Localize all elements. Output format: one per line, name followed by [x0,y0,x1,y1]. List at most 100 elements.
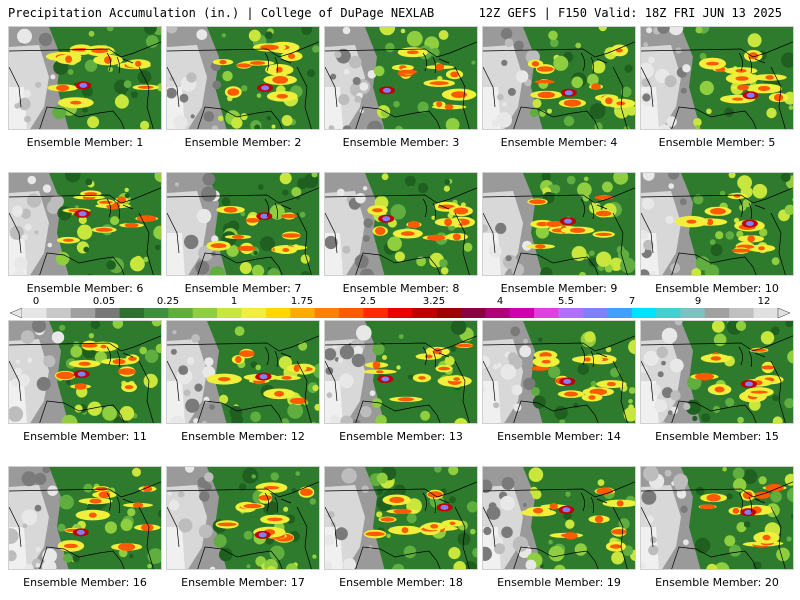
ensemble-map-panel [482,320,636,424]
colorbar-tick-label: 0.25 [156,296,180,307]
ensemble-member-label: Ensemble Member: 9 [500,282,618,295]
ensemble-member-label: Ensemble Member: 16 [23,576,147,589]
colorbar-tick-label: 4 [496,296,504,307]
ensemble-map-panel [324,320,478,424]
colorbar-swatch [290,308,315,318]
colorbar-swatch [119,308,145,318]
map-title: Precipitation Accumulation (in.) | Colle… [8,6,435,20]
colorbar-swatch [70,308,96,318]
precip-map [483,173,635,275]
ensemble-member-label: Ensemble Member: 15 [655,430,779,443]
precip-map [483,27,635,129]
ensemble-member-label: Ensemble Member: 17 [181,576,305,589]
ensemble-map-panel [640,172,794,276]
ensemble-map-panel [324,466,478,570]
colorbar-swatch [631,308,657,318]
colorbar-tick-label: 1 [230,296,238,307]
ensemble-map-panel [640,466,794,570]
colorbar-swatch [143,308,169,318]
precip-map [167,321,319,423]
ensemble-member-label: Ensemble Member: 5 [658,136,776,149]
colorbar-swatch [168,308,194,318]
ensemble-map-panel [166,320,320,424]
ensemble-map-panel [8,26,162,130]
colorbar-swatch [46,308,72,318]
ensemble-map-panel [324,26,478,130]
colorbar-swatch [339,308,364,318]
colorbar-swatch [265,308,291,318]
colorbar-tick-label: 3.25 [422,296,446,307]
ensemble-map-panel [482,26,636,130]
precip-map [641,321,793,423]
ensemble-map-panel [8,466,162,570]
precip-map [167,27,319,129]
colorbar-swatch [460,308,486,318]
ensemble-member-label: Ensemble Member: 3 [342,136,460,149]
colorbar-swatch [314,308,340,318]
colorbar-swatch [558,308,584,318]
ensemble-member-label: Ensemble Member: 18 [339,576,463,589]
colorbar-swatch [656,308,681,318]
ensemble-map-panel [8,320,162,424]
ensemble-member-label: Ensemble Member: 11 [23,430,147,443]
precip-map [325,173,477,275]
precip-map [483,467,635,569]
colorbar-swatch [436,308,462,318]
colorbar-tick-label: 2.5 [360,296,376,307]
ensemble-member-label: Ensemble Member: 4 [500,136,618,149]
colorbar-swatch [729,308,754,318]
precip-map [641,173,793,275]
colorbar-tick-label: 5.5 [558,296,574,307]
colorbar-swatch [217,308,242,318]
colorbar-swatch [704,308,730,318]
ensemble-map-panel [482,172,636,276]
colorbar-tick-label: 0 [32,296,40,307]
precip-map [9,27,161,129]
colorbar-swatch [680,308,706,318]
precip-colorbar [10,308,790,318]
colorbar-swatch [192,308,218,318]
ensemble-member-label: Ensemble Member: 6 [26,282,144,295]
colorbar-swatch [509,308,535,318]
colorbar-tick-label: 9 [694,296,702,307]
ensemble-map-panel [166,26,320,130]
ensemble-member-label: Ensemble Member: 19 [497,576,621,589]
ensemble-member-label: Ensemble Member: 14 [497,430,621,443]
ensemble-map-panel [324,172,478,276]
colorbar-swatch [582,308,608,318]
ensemble-member-label: Ensemble Member: 7 [184,282,302,295]
ensemble-member-label: Ensemble Member: 10 [655,282,779,295]
precip-map [167,173,319,275]
colorbar-swatch [607,308,632,318]
colorbar-tick-label: 1.75 [290,296,314,307]
precip-map [9,321,161,423]
precip-map [483,321,635,423]
precip-map [325,467,477,569]
ensemble-map-panel [640,320,794,424]
colorbar-swatch [241,308,267,318]
ensemble-map-panel [482,466,636,570]
colorbar-swatch [387,308,413,318]
colorbar-tick-label: 12 [757,296,771,307]
ensemble-member-label: Ensemble Member: 13 [339,430,463,443]
ensemble-member-label: Ensemble Member: 20 [655,576,779,589]
colorbar-swatch [363,308,389,318]
colorbar-tick-label: 7 [628,296,636,307]
colorbar-tick-label: 0.05 [92,296,116,307]
ensemble-map-panel [166,466,320,570]
precip-map [9,173,161,275]
ensemble-member-label: Ensemble Member: 1 [26,136,144,149]
colorbar-swatch [412,308,437,318]
colorbar-swatch [485,308,511,318]
ensemble-member-label: Ensemble Member: 8 [342,282,460,295]
ensemble-map-panel [640,26,794,130]
run-valid-time: 12Z GEFS | F150 Valid: 18Z FRI JUN 13 20… [478,6,782,20]
precip-map [325,321,477,423]
colorbar-swatch [95,308,120,318]
ensemble-member-label: Ensemble Member: 12 [181,430,305,443]
colorbar-swatch [534,308,559,318]
precip-map [641,27,793,129]
precip-map [9,467,161,569]
precip-map [641,467,793,569]
ensemble-member-label: Ensemble Member: 2 [184,136,302,149]
